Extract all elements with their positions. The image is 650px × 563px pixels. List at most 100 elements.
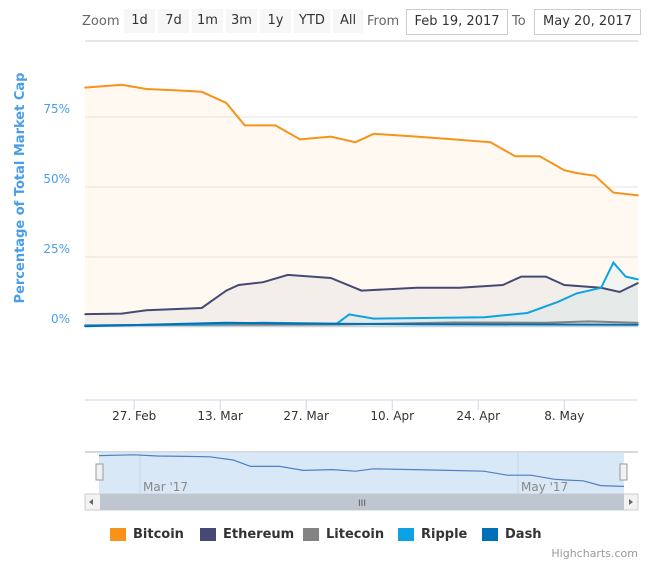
zoom-ytd-button[interactable]: YTD — [294, 9, 330, 33]
data-point-bitcoin — [176, 89, 178, 92]
legend-item-ethereum[interactable]: Ethereum — [200, 527, 294, 542]
data-point-ethereum — [360, 289, 363, 292]
data-point-bitcoin — [274, 124, 277, 127]
data-point-bitcoin — [354, 141, 357, 143]
legend-swatch — [482, 528, 498, 541]
data-point-bitcoin — [225, 102, 228, 104]
data-point-ethereum — [145, 309, 148, 312]
x-tick-label: 8. May — [544, 409, 584, 423]
data-point-ethereum — [520, 275, 523, 278]
data-point-bitcoin — [372, 133, 375, 135]
legend-item-dash[interactable]: Dash — [482, 527, 542, 542]
zoom-all-button[interactable]: All — [333, 9, 363, 33]
data-point-ripple — [348, 313, 351, 316]
data-point-ethereum — [502, 284, 504, 286]
series-area-ripple — [85, 262, 638, 327]
data-point-ethereum — [286, 274, 289, 276]
legend-swatch — [200, 528, 216, 541]
zoom-7d-button[interactable]: 7d — [158, 9, 189, 33]
data-point-bitcoin — [329, 135, 332, 138]
data-point-litecoin — [452, 321, 455, 324]
data-point-ethereum — [237, 284, 240, 286]
navigator-label-may: May '17 — [521, 480, 568, 494]
data-point-ripple — [575, 292, 578, 295]
data-point-litecoin — [588, 320, 590, 323]
navigator-left-handle[interactable] — [95, 463, 104, 481]
data-point-bitcoin — [637, 194, 639, 197]
data-point-litecoin — [637, 322, 639, 324]
legend-item-ripple[interactable]: Ripple — [398, 527, 467, 542]
y-tick-label: 0% — [51, 312, 70, 326]
data-point-ripple — [526, 312, 529, 314]
x-tick-label: 24. Apr — [456, 409, 500, 423]
data-point-ethereum — [563, 284, 566, 286]
series-area-ethereum — [85, 274, 638, 327]
legend-swatch — [398, 528, 414, 541]
data-point-ripple — [372, 317, 375, 320]
data-point-bitcoin — [514, 155, 516, 157]
legend-item-litecoin[interactable]: Litecoin — [303, 527, 384, 542]
data-point-bitcoin — [84, 86, 86, 89]
x-tick-label: 27. Feb — [112, 409, 156, 423]
data-point-bitcoin — [612, 191, 615, 194]
zoom-1d-button[interactable]: 1d — [124, 9, 155, 33]
data-point-ripple — [600, 287, 602, 289]
data-point-dash — [637, 323, 639, 326]
navigator-label-mar: Mar '17 — [143, 480, 188, 494]
data-point-ethereum — [545, 275, 547, 278]
data-point-ripple — [483, 316, 486, 319]
navigator-selected-range[interactable] — [99, 452, 624, 494]
data-point-litecoin — [545, 322, 547, 324]
from-date-input[interactable]: Feb 19, 2017 — [406, 9, 508, 35]
from-label: From — [367, 14, 400, 29]
data-point-ethereum — [329, 277, 332, 279]
data-point-ripple — [637, 278, 639, 281]
x-tick-label: 10. Apr — [370, 409, 414, 423]
credits[interactable]: Highcharts.com — [551, 547, 638, 560]
zoom-1m-button[interactable]: 1m — [192, 9, 223, 33]
y-tick-label: 75% — [43, 102, 70, 116]
data-point-bitcoin — [243, 124, 246, 127]
navigator-right-handle[interactable] — [619, 463, 628, 481]
data-point-bitcoin — [452, 138, 455, 141]
y-axis-title: Percentage of Total Market Cap — [13, 73, 28, 304]
zoom-1y-button[interactable]: 1y — [260, 9, 291, 33]
data-point-ripple — [624, 275, 627, 278]
data-point-bitcoin — [416, 135, 418, 138]
scrollbar-thumb[interactable] — [100, 494, 624, 510]
to-date-input[interactable]: May 20, 2017 — [534, 9, 641, 35]
scroll-right-arrow-icon[interactable] — [629, 499, 633, 505]
scroll-left-arrow-icon[interactable] — [89, 499, 93, 505]
data-point-ripple — [557, 301, 559, 303]
data-point-bitcoin — [145, 88, 148, 90]
navigator-series-line — [98, 454, 625, 487]
legend-label: Litecoin — [326, 527, 385, 542]
legend-swatch — [303, 528, 319, 541]
data-point-bitcoin — [563, 169, 566, 171]
legend-label: Ethereum — [223, 527, 295, 542]
data-point-ethereum — [637, 282, 639, 284]
series-area-bitcoin — [85, 84, 638, 327]
data-point-ethereum — [618, 291, 621, 293]
data-point-bitcoin — [489, 141, 492, 143]
legend-label: Bitcoin — [133, 527, 184, 542]
data-point-dash — [422, 323, 424, 326]
legend-label: Dash — [505, 527, 542, 542]
zoom-3m-button[interactable]: 3m — [226, 9, 257, 33]
y-tick-label: 50% — [43, 172, 70, 186]
legend-item-bitcoin[interactable]: Bitcoin — [110, 527, 184, 542]
data-point-ethereum — [262, 281, 264, 284]
legend-label: Ripple — [421, 527, 468, 542]
data-point-dash — [84, 325, 86, 327]
y-tick-label: 25% — [43, 242, 70, 256]
x-tick-label: 13. Mar — [197, 409, 243, 423]
x-tick-label: 27. Mar — [283, 409, 329, 423]
data-point-bitcoin — [575, 172, 578, 174]
data-point-bitcoin — [200, 91, 203, 93]
data-point-dash — [293, 322, 295, 325]
series-line-bitcoin[interactable] — [84, 83, 639, 197]
data-point-bitcoin — [121, 84, 123, 86]
data-point-ethereum — [121, 312, 123, 315]
